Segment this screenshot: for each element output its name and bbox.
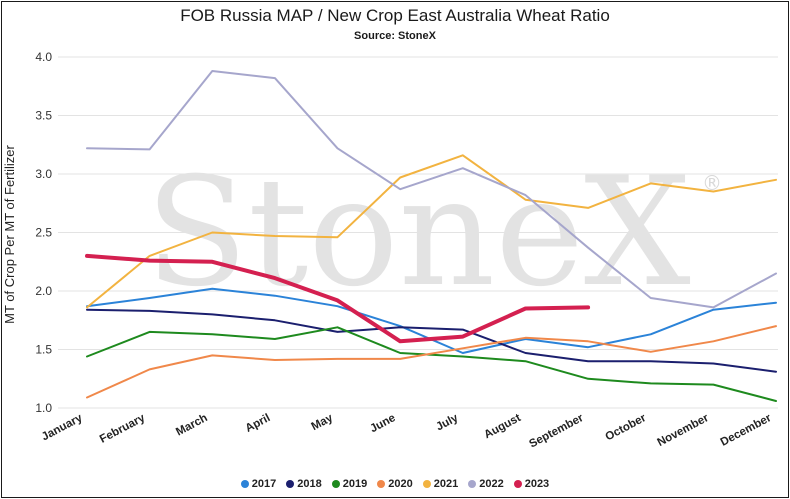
x-tick-label: October	[604, 412, 649, 444]
x-tick-label: November	[655, 412, 711, 449]
legend-item-2017[interactable]: 2017	[240, 478, 277, 490]
legend-dot-icon	[513, 480, 522, 488]
legend-item-2023[interactable]: 2023	[513, 478, 550, 490]
legend-label: 2022	[479, 478, 504, 490]
x-tick-label: January	[40, 412, 85, 444]
chart-title: FOB Russia MAP / New Crop East Australia…	[180, 6, 610, 25]
y-axis-label: MT of Crop Per MT of Fertilizer	[2, 144, 17, 323]
x-tick-label: August	[482, 412, 523, 441]
legend-label: 2019	[342, 478, 368, 490]
legend-item-2021[interactable]: 2021	[422, 478, 459, 490]
legend-label: 2023	[524, 478, 550, 490]
series-line-2020	[86, 325, 777, 399]
y-tick-label: 3.5	[35, 109, 52, 123]
x-tick-label: September	[527, 412, 586, 451]
y-tick-label: 1.5	[35, 343, 52, 357]
y-tick-label: 3.0	[35, 167, 52, 181]
x-tick-label: March	[174, 412, 210, 438]
legend-dot-icon	[377, 480, 386, 488]
x-tick-label: April	[244, 412, 273, 435]
x-tick-label: December	[719, 412, 774, 449]
series-line-2018	[86, 308, 777, 373]
legend-label: 2018	[297, 478, 322, 490]
x-tick-label: February	[98, 412, 148, 446]
legend-item-2020[interactable]: 2020	[377, 478, 413, 490]
legend-dot-icon	[422, 480, 431, 488]
y-tick-label: 4.0	[35, 50, 52, 64]
x-tick-label: May	[310, 412, 336, 433]
series-line-2023	[85, 253, 591, 344]
legend-dot-icon	[286, 480, 295, 488]
legend-dot-icon	[468, 480, 477, 488]
legend-dot-icon	[240, 480, 249, 488]
x-tick-label: June	[368, 412, 397, 435]
watermark-registered-mark: ®	[702, 171, 722, 195]
series-line-2022	[86, 70, 777, 309]
chart-legend: 2017 2018 2019 2020 2021 2022 2023	[0, 478, 790, 490]
legend-item-2019[interactable]: 2019	[331, 478, 368, 490]
x-tick-label: July	[434, 412, 460, 434]
legend-label: 2021	[433, 478, 459, 490]
series-line-2019	[86, 326, 777, 402]
y-tick-label: 2.5	[35, 226, 52, 240]
legend-label: 2020	[388, 478, 413, 490]
series-line-2021	[86, 154, 777, 309]
chart-subtitle: Source: StoneX	[354, 30, 436, 42]
legend-dot-icon	[331, 480, 340, 488]
y-tick-label: 1.0	[35, 401, 52, 415]
legend-item-2018[interactable]: 2018	[286, 478, 322, 490]
legend-item-2022[interactable]: 2022	[468, 478, 504, 490]
legend-label: 2017	[251, 478, 277, 490]
y-tick-label: 2.0	[35, 284, 52, 298]
